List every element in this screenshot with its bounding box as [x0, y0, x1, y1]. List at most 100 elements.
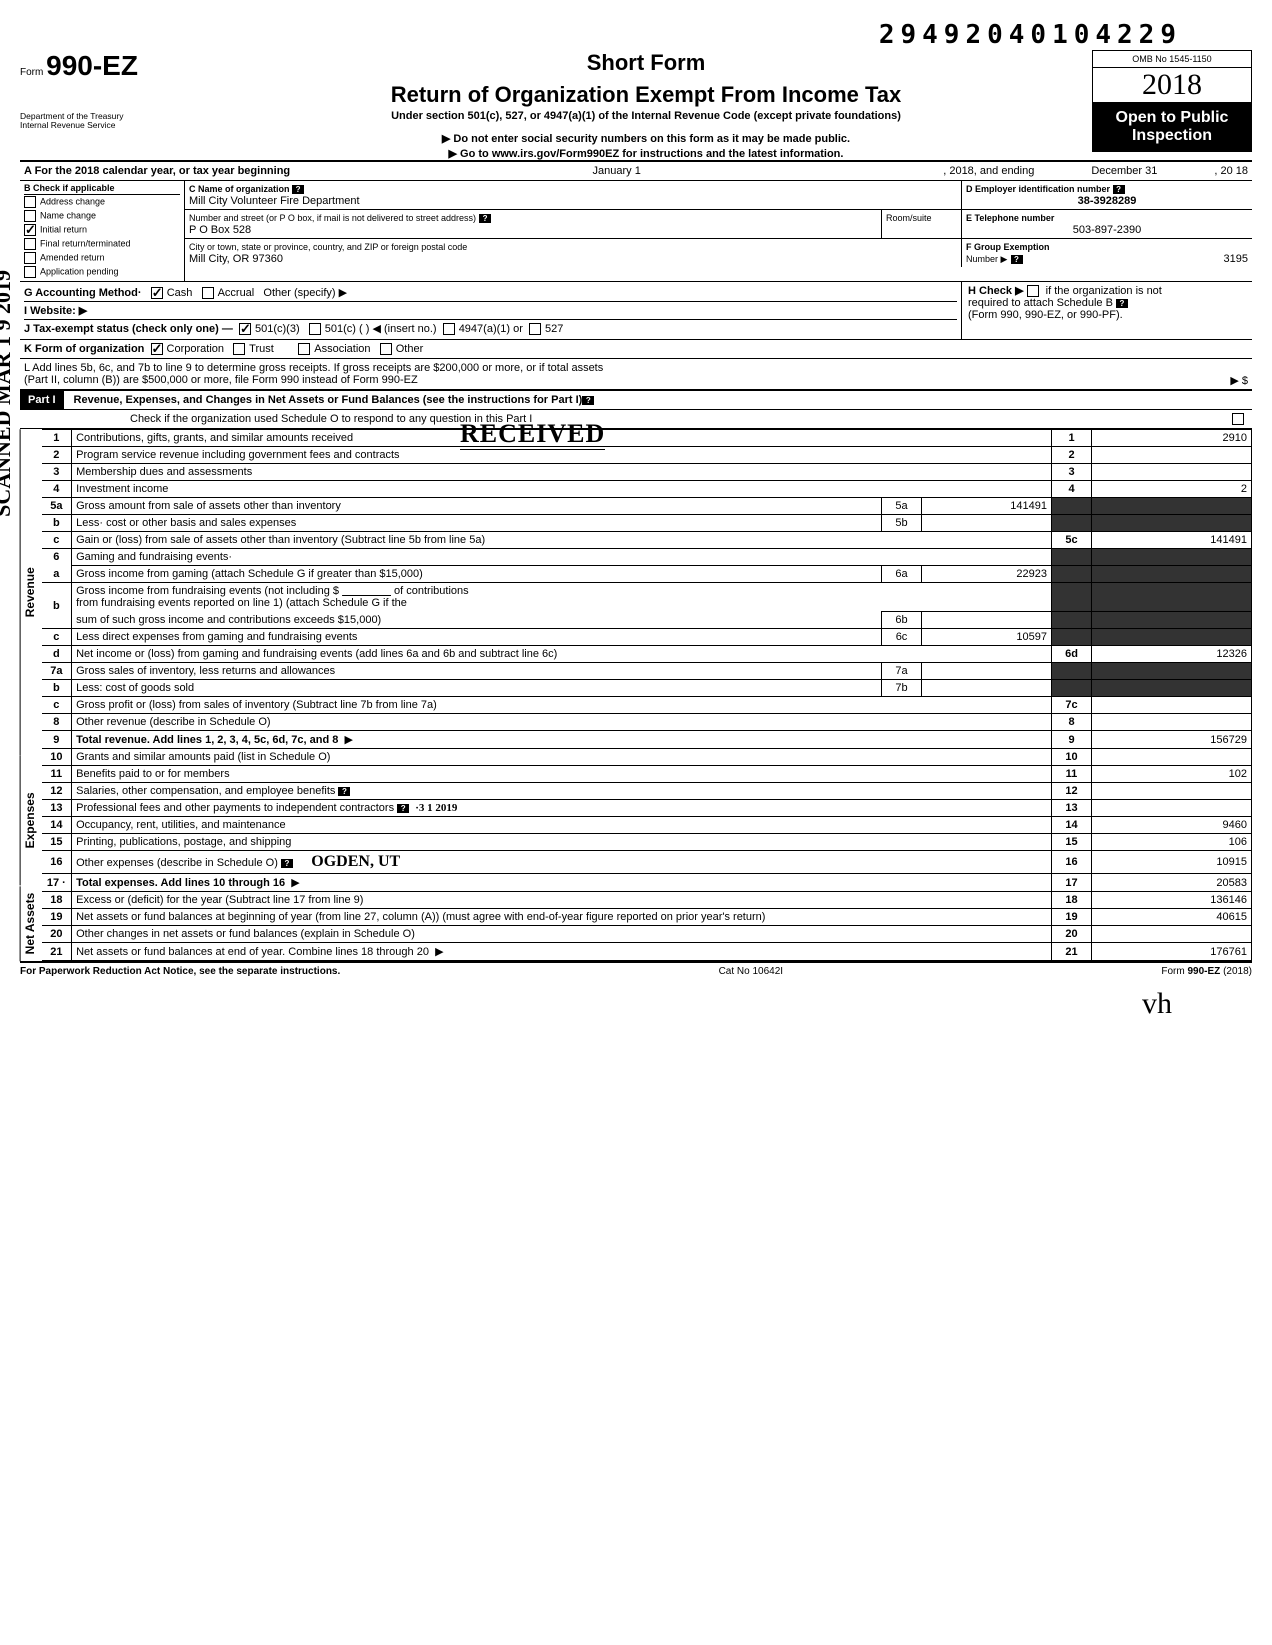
k-o3: Association — [314, 343, 370, 355]
col-cde: C Name of organization ? Mill City Volun… — [185, 181, 1252, 281]
k-assoc-checkbox[interactable] — [298, 343, 310, 355]
k-other-checkbox[interactable] — [380, 343, 392, 355]
c-label: C Name of organization — [189, 184, 290, 194]
open-to-public: Open to Public Inspection — [1092, 103, 1252, 152]
form-prefix: Form — [20, 67, 43, 78]
main-table-wrap: RECEIVED Revenue Expenses Net Assets 1 C… — [20, 429, 1252, 963]
g-label: G Accounting Method· — [24, 287, 142, 299]
info-icon: ? — [1011, 255, 1023, 264]
table-row: 9 Total revenue. Add lines 1, 2, 3, 4, 5… — [42, 731, 1252, 749]
year-bold: 18 — [1172, 68, 1202, 101]
year-plain: 20 — [1142, 68, 1172, 101]
j-o3: 4947(a)(1) or — [459, 323, 523, 335]
org-name: Mill City Volunteer Fire Department — [189, 195, 360, 207]
part-i-check: Check if the organization used Schedule … — [20, 410, 1252, 429]
h-checkbox[interactable] — [1027, 285, 1039, 297]
accrual-checkbox[interactable] — [202, 287, 214, 299]
j-o1: 501(c)(3) — [255, 323, 300, 335]
j-4947-checkbox[interactable] — [443, 323, 455, 335]
subtitle-1: Under section 501(c), 527, or 4947(a)(1)… — [210, 110, 1082, 122]
table-row: dNet income or (loss) from gaming and fu… — [42, 646, 1252, 663]
table-row: 14 Occupancy, rent, utilities, and maint… — [42, 817, 1252, 834]
j-501c-checkbox[interactable] — [309, 323, 321, 335]
open-pub-2: Inspection — [1132, 127, 1212, 144]
received-stamp: RECEIVED — [460, 419, 605, 450]
table-row: 21 Net assets or fund balances at end of… — [42, 943, 1252, 961]
table-row: 19Net assets or fund balances at beginni… — [42, 909, 1252, 926]
part-i-checkbox[interactable] — [1232, 413, 1244, 425]
main-table: 1 Contributions, gifts, grants, and simi… — [42, 429, 1252, 961]
open-pub-1: Open to Public — [1116, 109, 1229, 126]
b-checkbox[interactable] — [24, 224, 36, 236]
g-other: Other (specify) ▶ — [263, 287, 347, 299]
h-line1: H Check ▶ — [968, 285, 1024, 297]
top-barcode-number: 29492040104229 — [20, 20, 1252, 50]
b-checkbox[interactable] — [24, 210, 36, 222]
table-row: 7a Gross sales of inventory, less return… — [42, 663, 1252, 680]
j-527-checkbox[interactable] — [529, 323, 541, 335]
table-row: 20 Other changes in net assets or fund b… — [42, 926, 1252, 943]
table-row: b Gross income from fundraising events (… — [42, 583, 1252, 612]
g-accrual: Accrual — [218, 287, 255, 299]
table-row: 1 Contributions, gifts, grants, and simi… — [42, 430, 1252, 447]
row-a-tail: , 20 18 — [1214, 165, 1248, 177]
b-checkbox[interactable] — [24, 252, 36, 264]
header-right: OMB No 1545-1150 2018 Open to Public Ins… — [1092, 50, 1252, 152]
row-a-label: A For the 2018 calendar year, or tax yea… — [24, 165, 290, 177]
h-line3: (Form 990, 990-EZ, or 990-PF). — [968, 309, 1123, 321]
f-label1: F Group Exemption — [966, 242, 1050, 252]
e-label: E Telephone number — [966, 213, 1054, 223]
b-item: Amended return — [24, 251, 180, 265]
f-value: 3195 — [1224, 253, 1248, 265]
subtitle-2: ▶ Do not enter social security numbers o… — [210, 132, 1082, 145]
header-middle: Short Form Return of Organization Exempt… — [200, 50, 1092, 160]
row-g-h: G Accounting Method· Cash Accrual Other … — [20, 282, 1252, 340]
table-row: 10 Grants and similar amounts paid (list… — [42, 749, 1252, 766]
j-501c3-checkbox[interactable] — [239, 323, 251, 335]
part-i-title: Revenue, Expenses, and Changes in Net As… — [64, 394, 583, 406]
j-o2b: ) ◀ (insert no.) — [366, 323, 437, 335]
info-icon: ? — [292, 185, 304, 194]
expenses-label: Expenses — [20, 755, 42, 885]
k-o2: Trust — [249, 343, 274, 355]
k-trust-checkbox[interactable] — [233, 343, 245, 355]
row-a-mid: , 2018, and ending — [943, 165, 1034, 177]
form-header: Form 990-EZ Department of the Treasury I… — [20, 50, 1252, 162]
row-l: L Add lines 5b, 6c, and 7b to line 9 to … — [20, 359, 1252, 390]
b-checkbox[interactable] — [24, 266, 36, 278]
h-line2: required to attach Schedule B — [968, 297, 1113, 309]
i-label: I Website: ▶ — [24, 305, 87, 317]
g-cash: Cash — [167, 287, 193, 299]
row-k: K Form of organization Corporation Trust… — [20, 340, 1252, 359]
department-block: Department of the Treasury Internal Reve… — [20, 112, 200, 131]
page-footer: For Paperwork Reduction Act Notice, see … — [20, 963, 1252, 977]
room-label: Room/suite — [886, 213, 932, 223]
city-value: Mill City, OR 97360 — [189, 253, 283, 265]
f-label2: Number ▶ — [966, 254, 1007, 264]
table-row: 3 Membership dues and assessments 3 — [42, 464, 1252, 481]
cash-checkbox[interactable] — [151, 287, 163, 299]
table-row: c Gain or (loss) from sale of assets oth… — [42, 532, 1252, 549]
b-item: Application pending — [24, 265, 180, 279]
year-box: 2018 — [1092, 68, 1252, 103]
table-row: 15 Printing, publications, postage, and … — [42, 834, 1252, 851]
l-arrow: ▶ $ — [1230, 374, 1248, 387]
table-row: 6Gaming and fundraising events· — [42, 549, 1252, 566]
row-a: A For the 2018 calendar year, or tax yea… — [20, 162, 1252, 181]
b-item: Name change — [24, 209, 180, 223]
b-item: Initial return — [24, 223, 180, 237]
footer-mid: Cat No 10642I — [719, 966, 784, 977]
j-label: J Tax-exempt status (check only one) — — [24, 323, 233, 335]
table-row: 2 Program service revenue including gove… — [42, 447, 1252, 464]
k-label: K Form of organization — [24, 343, 144, 355]
table-row: c Gross profit or (loss) from sales of i… — [42, 697, 1252, 714]
addr-value: P O Box 528 — [189, 224, 251, 236]
footer-left: For Paperwork Reduction Act Notice, see … — [20, 966, 340, 977]
j-o4: 527 — [545, 323, 563, 335]
k-corp-checkbox[interactable] — [151, 343, 163, 355]
b-checkbox[interactable] — [24, 238, 36, 250]
b-checkbox[interactable] — [24, 196, 36, 208]
j-o2: 501(c) ( — [325, 323, 363, 335]
header-left: Form 990-EZ Department of the Treasury I… — [20, 50, 200, 131]
table-row: 17 · Total expenses. Add lines 10 throug… — [42, 874, 1252, 892]
